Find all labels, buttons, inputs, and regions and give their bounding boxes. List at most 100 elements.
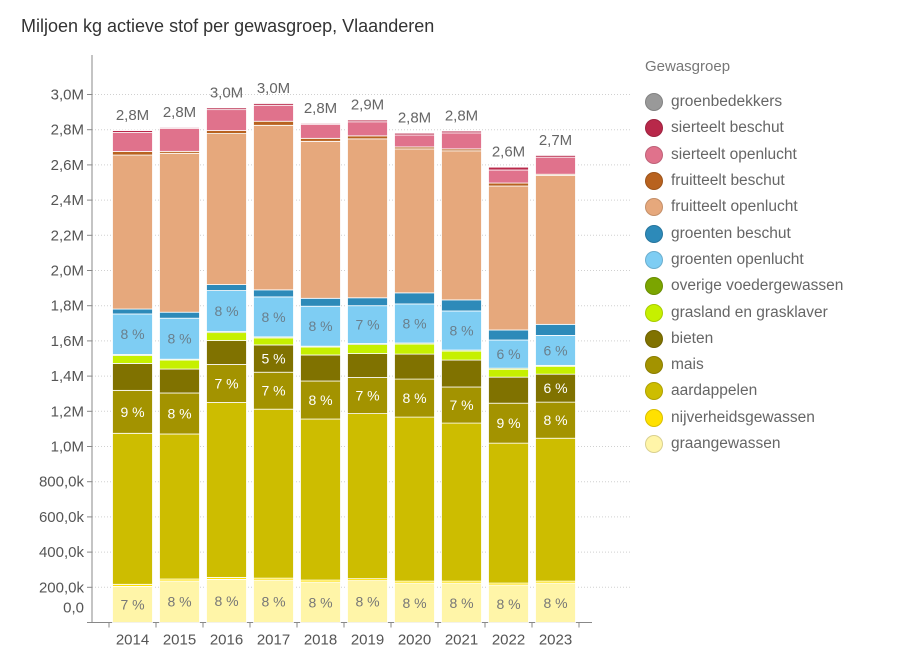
- legend-swatch-icon: [645, 356, 663, 375]
- bar-segment: [112, 308, 153, 315]
- segment-label: 7 %: [355, 388, 379, 404]
- bar-segment: [206, 364, 247, 403]
- segment-label: 8 %: [449, 595, 473, 611]
- bar-segment: [112, 355, 153, 364]
- bars: [112, 102, 576, 623]
- legend-label: overige voedergewassen: [671, 277, 844, 295]
- legend-item[interactable]: sierteelt openlucht: [645, 142, 843, 168]
- bar-2021: [441, 130, 482, 623]
- segment-label: 8 %: [261, 593, 285, 609]
- legend-item[interactable]: nijverheidsgewassen: [645, 405, 843, 431]
- segment-label: 8 %: [402, 315, 426, 331]
- y-tick-label: 1,0M: [51, 439, 84, 456]
- legend-label: graangewassen: [671, 435, 781, 452]
- bar-2016: [206, 106, 247, 623]
- bar-segment: [441, 359, 482, 388]
- bar-segment: [253, 102, 294, 104]
- y-tick-label: 1,2M: [51, 403, 84, 420]
- legend-item[interactable]: mais: [645, 352, 843, 378]
- bar-segment: [112, 586, 153, 623]
- segment-label: 8 %: [402, 595, 426, 611]
- bar-segment: [441, 582, 482, 623]
- legend-swatch-icon: [645, 145, 663, 164]
- axes: 0,0 200,0k 400,0k 600,0k 800,0k 1,0M 1,2M 1,4M 1…: [39, 55, 592, 649]
- chart-title: Miljoen kg actieve stof per gewasgroep, …: [21, 16, 435, 36]
- segment-label: 7 %: [261, 383, 285, 399]
- bar-segment: [535, 156, 576, 175]
- legend-swatch-icon: [645, 224, 663, 243]
- legend-label: groenten beschut: [671, 224, 791, 242]
- legend-item[interactable]: bieten: [645, 326, 843, 352]
- legend-item[interactable]: groenten beschut: [645, 220, 843, 246]
- y-tick-label: 2,8M: [51, 122, 84, 139]
- legend-swatch-icon: [645, 382, 663, 401]
- legend-item[interactable]: fruitteelt beschut: [645, 168, 843, 194]
- bar-segment: [159, 311, 200, 319]
- segment-label: 8 %: [120, 326, 144, 342]
- bar-segment: [441, 299, 482, 312]
- segment-label: 7 %: [214, 375, 238, 391]
- bar-segment: [488, 329, 529, 341]
- x-tick-label: 2015: [163, 632, 196, 649]
- legend-item[interactable]: aardappelen: [645, 378, 843, 404]
- bar-segment: [535, 154, 576, 156]
- segment-label: 8 %: [402, 390, 426, 406]
- x-tick-label: 2019: [351, 632, 384, 649]
- bar-segment: [394, 148, 435, 294]
- bar-segment: [253, 371, 294, 410]
- legend-label: bieten: [671, 329, 714, 347]
- y-tick-label: 1,6M: [51, 333, 84, 350]
- legend-item[interactable]: sierteelt beschut: [645, 115, 843, 141]
- bar-segment: [253, 296, 294, 338]
- segment-label: 9 %: [496, 415, 520, 431]
- bar-segment: [394, 343, 435, 355]
- y-tick-label: 200,0k: [39, 579, 85, 596]
- y-tick-label: 1,4M: [51, 368, 84, 385]
- bar-segment: [206, 109, 247, 131]
- legend-item[interactable]: groenten openlucht: [645, 247, 843, 273]
- bar-segment: [206, 340, 247, 365]
- bar-segment: [300, 123, 341, 139]
- x-tick-label: 2017: [257, 632, 290, 649]
- legend-label: fruitteelt beschut: [671, 172, 785, 190]
- bar-2020: [394, 132, 435, 623]
- bar-segment: [394, 292, 435, 305]
- segment-label: 9 %: [120, 404, 144, 420]
- bar-2019: [347, 119, 388, 623]
- bar-segment: [206, 284, 247, 291]
- legend-item[interactable]: fruitteelt openlucht: [645, 194, 843, 220]
- bar-segment: [347, 580, 388, 623]
- legend-item[interactable]: groenbedekkers: [645, 89, 843, 115]
- legend-item[interactable]: overige voedergewassen: [645, 273, 843, 299]
- legend-label: sierteelt openlucht: [671, 145, 797, 163]
- bar-segment: [441, 132, 482, 150]
- bar-segment: [300, 140, 341, 299]
- total-label: 2,6M: [492, 144, 525, 161]
- legend-item[interactable]: graangewassen: [645, 431, 843, 457]
- data-labels: 7 % 9 % 8 % 2,8M 8 % 8 % 8 % 2,8M 8 % 7 % 8 % 3,0M 8…: [116, 80, 572, 613]
- bar-segment: [159, 392, 200, 435]
- bar-segment: [300, 418, 341, 581]
- segment-label: 8 %: [496, 596, 520, 612]
- bar-segment: [535, 323, 576, 336]
- bar-segment: [347, 135, 388, 140]
- segment-label: 6 %: [543, 380, 567, 396]
- bar-segment: [159, 126, 200, 128]
- legend-label: groenten openlucht: [671, 250, 804, 268]
- legend-title: Gewasgroep: [645, 58, 731, 75]
- legend-swatch-icon: [645, 277, 663, 296]
- bar-segment: [112, 432, 153, 585]
- bar-segment: [441, 150, 482, 301]
- total-label: 3,0M: [210, 84, 243, 101]
- segment-label: 8 %: [543, 595, 567, 611]
- bar-segment: [159, 580, 200, 623]
- y-tick-label: 2,0M: [51, 263, 84, 280]
- y-tick-label: 2,6M: [51, 157, 84, 174]
- legend-swatch-icon: [645, 408, 663, 427]
- legend-item[interactable]: grasland en grasklaver: [645, 299, 843, 325]
- y-tick-label: 600,0k: [39, 509, 85, 526]
- bar-segment: [300, 297, 341, 307]
- bar-2022: [488, 166, 529, 623]
- segment-label: 8 %: [167, 331, 191, 347]
